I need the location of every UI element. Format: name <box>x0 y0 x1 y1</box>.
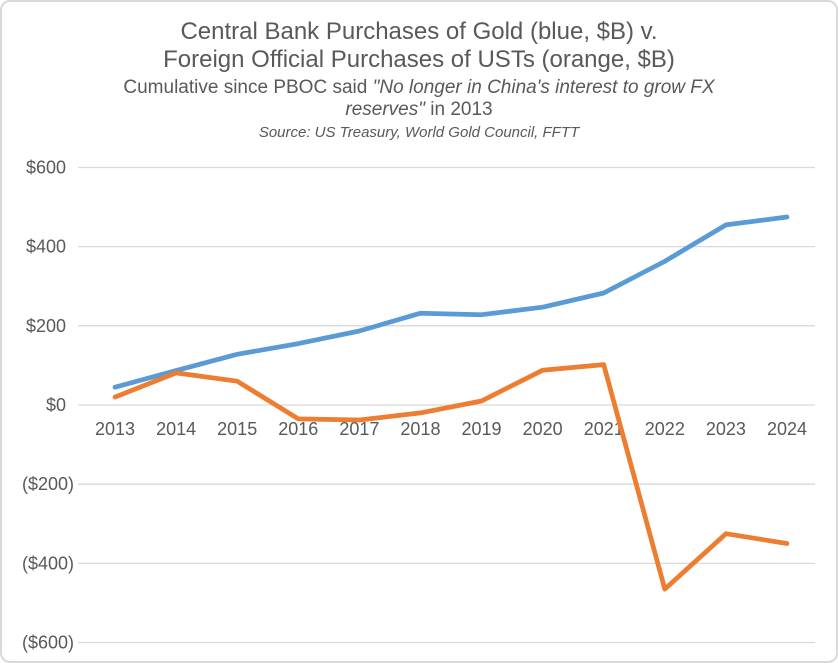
y-tick-label: $200 <box>26 316 66 336</box>
x-tick-label: 2016 <box>278 419 318 439</box>
x-tick-label: 2023 <box>706 419 746 439</box>
x-tick-label: 2019 <box>462 419 502 439</box>
x-tick-label: 2021 <box>584 419 624 439</box>
x-tick-label: 2014 <box>156 419 196 439</box>
x-tick-label: 2020 <box>523 419 563 439</box>
chart-title-line1: Central Bank Purchases of Gold (blue, $B… <box>180 18 658 45</box>
subtitle-italic-1: "No longer in China's interest to grow F… <box>372 77 715 98</box>
x-tick-label: 2018 <box>400 419 440 439</box>
subtitle-regular-2: in 2013 <box>424 99 493 120</box>
y-tick-label: $400 <box>26 237 66 257</box>
chart-source: Source: US Treasury, World Gold Council,… <box>258 124 580 141</box>
subtitle-regular-1: Cumulative since PBOC said <box>123 77 373 98</box>
subtitle-italic-2: reserves" <box>345 99 425 120</box>
x-tick-label: 2013 <box>95 419 135 439</box>
usts-series-line <box>112 362 790 592</box>
y-tick-label: ($200) <box>22 474 74 494</box>
chart-subtitle: Cumulative since PBOC said "No longer in… <box>2 77 836 121</box>
x-tick-label: 2024 <box>767 419 807 439</box>
x-tick-label: 2017 <box>339 419 379 439</box>
x-tick-label: 2015 <box>217 419 257 439</box>
y-tick-label: $600 <box>26 157 66 177</box>
y-tick-label: $0 <box>46 395 66 415</box>
x-tick-label: 2022 <box>645 419 685 439</box>
chart-title-line2: Foreign Official Purchases of USTs (oran… <box>163 46 675 73</box>
y-tick-label: ($400) <box>22 553 74 573</box>
gold-series-line <box>112 214 790 390</box>
y-tick-label: ($600) <box>22 633 74 653</box>
chart-header: Central Bank Purchases of Gold (blue, $B… <box>2 18 836 142</box>
